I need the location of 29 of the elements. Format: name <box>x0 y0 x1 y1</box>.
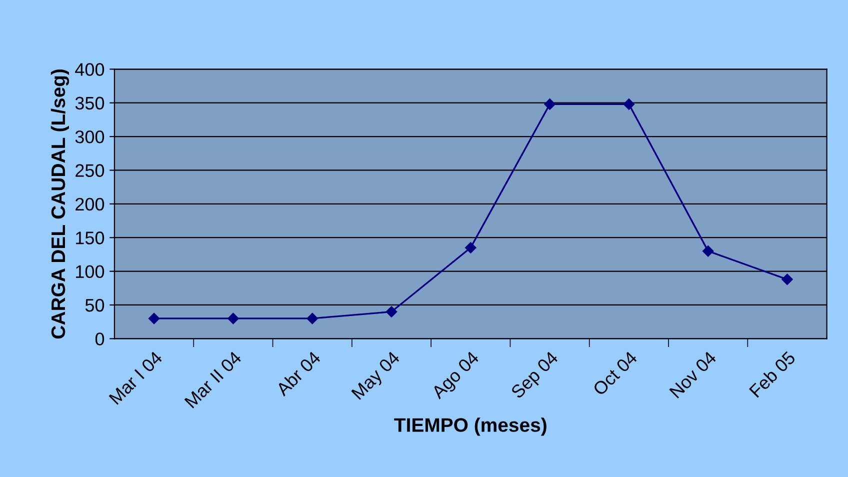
y-axis-title: CARGA DEL CAUDAL (L/seg) <box>50 69 70 339</box>
x-tick-label: Oct 04 <box>592 350 638 396</box>
point <box>228 312 239 324</box>
point <box>148 312 160 324</box>
x-tick-label: Abr 04 <box>274 350 322 397</box>
y-tick-label: 400 <box>75 63 104 76</box>
point <box>386 306 398 318</box>
point <box>465 242 476 254</box>
y-tick-label: 350 <box>75 96 104 110</box>
x-tick-label: Nov 04 <box>669 350 718 399</box>
y-tick-label: 300 <box>75 130 104 144</box>
x-tick-label: May 04 <box>351 350 404 402</box>
y-tick-label: 50 <box>85 298 104 312</box>
point <box>782 274 793 285</box>
x-axis-title: TIEMPO (meses) <box>394 418 546 436</box>
point <box>306 312 318 324</box>
x-tick-label: Ago 04 <box>430 350 482 402</box>
y-tick-label: 150 <box>76 232 104 244</box>
y-tick-label: 200 <box>76 198 104 211</box>
x-tick-label: Feb 05 <box>748 350 796 398</box>
point <box>623 98 635 110</box>
x-tick-label: Mar II 04 <box>184 350 242 408</box>
y-tick-label: 250 <box>76 164 104 177</box>
y-tick-label: 100 <box>76 265 104 278</box>
x-tick-label: Mar I 04 <box>108 350 164 405</box>
point <box>544 98 556 110</box>
point <box>702 245 714 257</box>
x-tick-label: Sep 04 <box>510 350 562 402</box>
y-tick-label: 0 <box>95 332 104 346</box>
